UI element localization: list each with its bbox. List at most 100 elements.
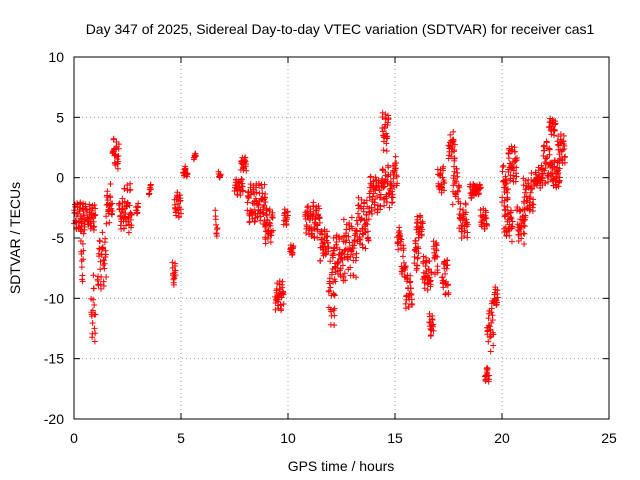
data-point <box>488 319 495 326</box>
data-point <box>107 194 114 201</box>
data-point <box>336 236 343 243</box>
data-point <box>327 284 334 291</box>
data-point <box>353 217 360 224</box>
data-point <box>316 205 323 212</box>
data-point <box>440 187 447 194</box>
data-point <box>428 269 435 276</box>
data-point <box>537 185 544 192</box>
data-point <box>509 218 516 225</box>
data-point <box>90 272 97 279</box>
data-point <box>417 214 424 221</box>
data-point <box>314 226 321 233</box>
data-point <box>91 301 98 308</box>
data-point <box>450 128 457 135</box>
data-point <box>212 216 219 223</box>
data-point <box>456 184 463 191</box>
data-point <box>461 232 468 239</box>
data-point <box>337 265 344 272</box>
data-point <box>433 247 440 254</box>
data-point <box>109 200 116 207</box>
data-point <box>512 148 519 155</box>
data-point <box>172 272 179 279</box>
data-point <box>339 262 346 269</box>
data-point <box>389 194 396 201</box>
data-point <box>283 222 290 229</box>
data-point <box>92 311 99 318</box>
data-point <box>526 194 533 201</box>
data-point <box>504 185 511 192</box>
data-point <box>332 264 339 271</box>
y-tick-label: 0 <box>56 170 64 186</box>
data-point <box>317 257 324 264</box>
data-point <box>400 259 407 266</box>
data-point <box>79 272 86 279</box>
data-point <box>377 191 384 198</box>
data-point <box>279 278 286 285</box>
data-point <box>543 160 550 167</box>
data-point <box>244 199 251 206</box>
data-point <box>463 209 470 216</box>
x-tick-label: 20 <box>494 430 510 446</box>
data-point <box>392 165 399 172</box>
data-point <box>444 262 451 269</box>
data-point <box>506 232 513 239</box>
data-point <box>348 214 355 221</box>
data-point <box>347 264 354 271</box>
data-point <box>302 216 309 223</box>
data-point <box>110 135 117 142</box>
data-point <box>464 229 471 236</box>
data-point <box>114 165 121 172</box>
data-point <box>445 289 452 296</box>
data-point <box>450 138 457 145</box>
data-point <box>457 200 464 207</box>
data-point <box>315 202 322 209</box>
data-point <box>259 185 266 192</box>
data-point <box>353 250 360 257</box>
data-point <box>122 210 129 217</box>
data-point <box>314 234 321 241</box>
y-tick-label: 10 <box>48 49 64 65</box>
data-point <box>103 220 110 227</box>
data-point <box>109 208 116 215</box>
data-point <box>101 260 108 267</box>
data-point <box>512 157 519 164</box>
data-point <box>257 217 264 224</box>
data-point <box>103 213 110 220</box>
data-point <box>483 215 490 222</box>
data-point <box>508 215 515 222</box>
data-point <box>78 264 85 271</box>
data-point <box>512 178 519 185</box>
y-tick-label: -10 <box>44 290 64 306</box>
data-point <box>257 213 264 220</box>
data-point <box>367 173 374 180</box>
data-point <box>430 321 437 328</box>
data-point <box>259 190 266 197</box>
data-point <box>529 207 536 214</box>
data-point <box>169 259 176 266</box>
data-point <box>267 239 274 246</box>
data-point <box>559 146 566 153</box>
data-point <box>341 270 348 277</box>
data-point <box>379 175 386 182</box>
data-point <box>521 241 528 248</box>
data-point <box>540 170 547 177</box>
data-point <box>407 272 414 279</box>
data-point <box>342 277 349 284</box>
data-point <box>127 180 134 187</box>
data-point <box>551 127 558 134</box>
data-point <box>178 210 184 217</box>
data-point <box>92 205 99 212</box>
data-point <box>170 281 177 288</box>
data-point <box>80 212 87 219</box>
data-point <box>484 222 491 229</box>
data-point <box>260 210 267 217</box>
data-point <box>354 210 361 217</box>
data-point <box>383 148 390 155</box>
data-point <box>99 229 106 236</box>
data-point <box>464 234 471 241</box>
data-point <box>542 180 549 187</box>
data-point <box>269 214 276 221</box>
data-point <box>349 252 356 259</box>
data-point <box>97 285 104 292</box>
data-point <box>414 254 421 261</box>
